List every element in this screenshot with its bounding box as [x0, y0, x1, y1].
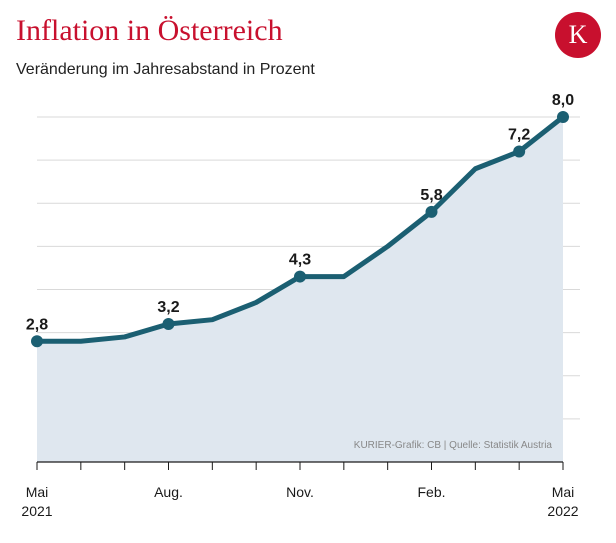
x-tick-label: Aug.: [154, 484, 183, 500]
data-label: 8,0: [552, 92, 574, 109]
x-tick-label: Mai: [552, 484, 575, 500]
data-label: 4,3: [289, 252, 311, 269]
data-point: [294, 270, 306, 283]
data-label: 7,2: [508, 127, 530, 144]
logo-letter: K: [568, 20, 588, 49]
chart-title: Inflation in Österreich: [16, 14, 283, 47]
chart-subtitle: Veränderung im Jahresabstand in Prozent: [16, 61, 315, 78]
data-label: 5,8: [420, 187, 442, 204]
area-fill: [37, 117, 563, 462]
data-point: [31, 335, 43, 348]
data-label: 3,2: [157, 299, 179, 316]
x-tick-label-year: 2021: [21, 503, 52, 519]
data-point: [557, 111, 569, 123]
data-point: [513, 145, 526, 158]
x-tick-label-year: 2022: [547, 503, 578, 519]
x-tick-label: Feb.: [417, 484, 445, 500]
source-credit: KURIER-Grafik: CB | Quelle: Statistik Au…: [353, 440, 552, 451]
data-point: [425, 205, 438, 218]
x-tick-label: Nov.: [286, 484, 314, 500]
x-tick-label: Mai: [26, 484, 49, 500]
data-point: [162, 318, 175, 330]
kurier-logo: K: [555, 12, 601, 58]
data-label: 2,8: [26, 316, 48, 333]
